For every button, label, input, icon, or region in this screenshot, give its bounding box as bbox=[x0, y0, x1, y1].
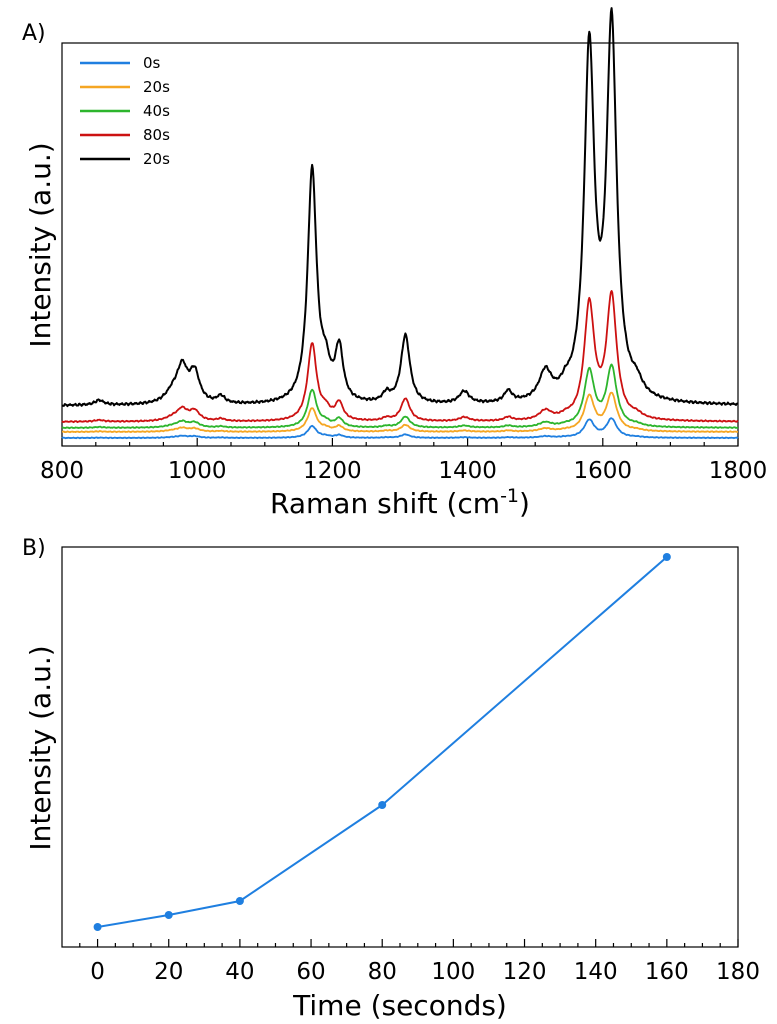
panel-a-series-line bbox=[61, 7, 739, 408]
panel-a-legend-label: 40s bbox=[143, 102, 170, 120]
panel-a-x-ticks bbox=[61, 438, 739, 446]
panel-a-series-line bbox=[61, 391, 739, 434]
panel-b-series bbox=[93, 553, 671, 931]
panel-a-legend-label: 20s bbox=[143, 78, 170, 96]
panel-b-x-tick-label: 0 bbox=[90, 959, 105, 985]
panel-a-legend-label: 0s bbox=[143, 54, 161, 72]
panel-a-x-axis-label-superscript: -1 bbox=[500, 485, 519, 507]
panel-a-x-tick-label: 1600 bbox=[574, 458, 633, 484]
panel-b-data-point bbox=[235, 897, 244, 905]
panel-a-x-axis-label-main: Raman shift (cm bbox=[270, 487, 500, 520]
panel-b-x-tick-label: 100 bbox=[431, 959, 475, 985]
panel-a-x-axis-label: Raman shift (cm-1) bbox=[270, 485, 530, 520]
panel-b-label: B) bbox=[22, 536, 46, 561]
panel-a-series-line bbox=[61, 363, 739, 430]
panel-b-x-tick-label: 140 bbox=[574, 959, 618, 985]
panel-a-label: A) bbox=[22, 21, 46, 46]
panel-a-x-tick-labels: 800 1000 1200 1400 1600 1800 bbox=[40, 458, 767, 484]
panel-b-x-tick-label: 40 bbox=[225, 959, 254, 985]
panel-b-plot-frame bbox=[61, 546, 739, 948]
panel-b-x-tick-label: 160 bbox=[645, 959, 689, 985]
panel-a-x-tick-label: 1400 bbox=[438, 458, 497, 484]
panel-b-x-tick-label: 20 bbox=[154, 959, 183, 985]
panel-b-x-tick-label: 60 bbox=[296, 959, 325, 985]
panel-b-x-tick-label: 180 bbox=[716, 959, 760, 985]
panel-b-data-point bbox=[378, 801, 387, 809]
panel-a-x-tick-label: 800 bbox=[40, 458, 84, 484]
panel-b-x-tick-label: 120 bbox=[503, 959, 547, 985]
panel-b-y-axis-label: Intensity (a.u.) bbox=[24, 645, 57, 850]
panel-a-x-axis-label-end: ) bbox=[519, 487, 530, 520]
panel-a-x-tick-label: 1000 bbox=[168, 458, 227, 484]
panel-b-x-ticks bbox=[79, 939, 739, 947]
panel-a-x-tick-label: 1800 bbox=[709, 458, 768, 484]
panel-a-legend: 0s 20s 40s 80s 20s bbox=[80, 54, 170, 168]
panel-a-series bbox=[61, 7, 739, 440]
panel-b-data-point bbox=[662, 553, 671, 561]
panel-a-series-line bbox=[61, 417, 739, 440]
panel-b-x-tick-label: 80 bbox=[368, 959, 397, 985]
panel-b-series-line bbox=[97, 556, 668, 928]
panel-b-x-axis-label: Time (seconds) bbox=[292, 989, 507, 1022]
panel-a-series-line bbox=[61, 290, 739, 424]
panel-a-y-axis-label: Intensity (a.u.) bbox=[24, 142, 57, 347]
panel-b-data-point bbox=[93, 923, 102, 931]
panel-a-legend-label: 80s bbox=[143, 126, 170, 144]
panel-b-x-tick-labels: 0 20 40 60 80 100 120 140 160 180 bbox=[90, 959, 760, 985]
panel-a-legend-label: 20s bbox=[143, 150, 170, 168]
panel-a-x-tick-label: 1200 bbox=[303, 458, 362, 484]
panel-b-data-point bbox=[164, 911, 173, 919]
